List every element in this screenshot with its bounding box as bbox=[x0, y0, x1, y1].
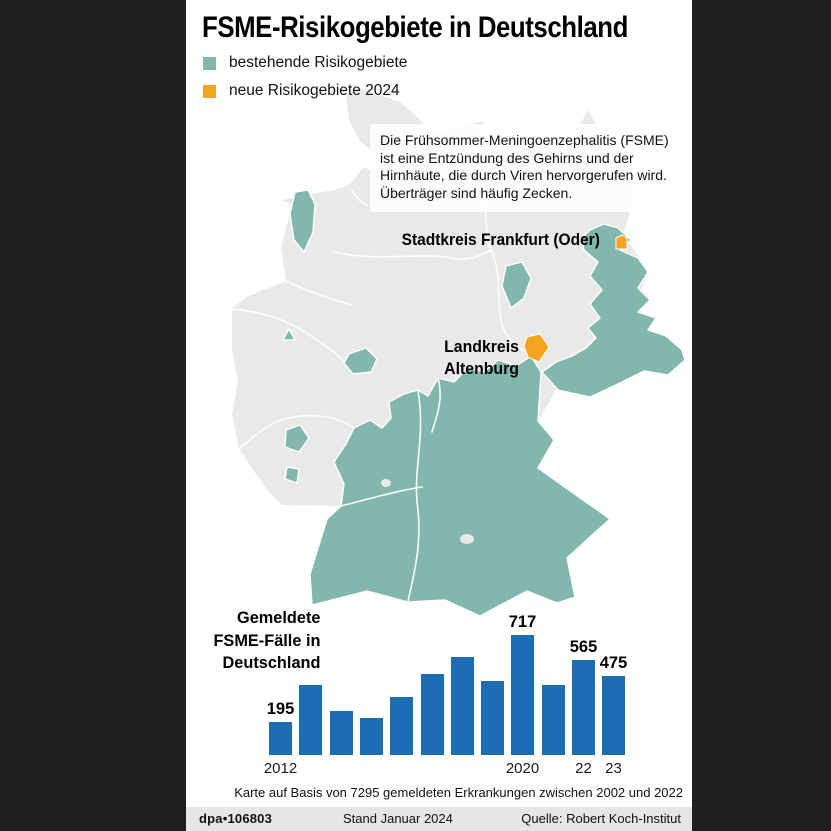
state-border-line bbox=[333, 249, 492, 260]
legend-item-new-2024: neue Risikogebiete 2024 bbox=[203, 82, 400, 99]
x-tick-label: 23 bbox=[605, 760, 622, 777]
bar-2014 bbox=[330, 711, 353, 755]
bar-value-label: 565 bbox=[569, 638, 598, 656]
new-risk-frankfurt-oder bbox=[615, 234, 628, 250]
legend-swatch-orange bbox=[203, 84, 216, 98]
bar-2015 bbox=[360, 718, 383, 755]
map-enclave bbox=[460, 534, 474, 544]
bottom-bar: dpa•106803 Stand Januar 2024 Quelle: Rob… bbox=[186, 807, 692, 831]
page-title: FSME-Risikogebiete in Deutschland bbox=[202, 11, 628, 44]
risk-region-nrw-dot bbox=[282, 328, 296, 341]
bar-2013 bbox=[299, 685, 322, 755]
bar-2020 bbox=[511, 635, 534, 755]
legend-swatch-teal bbox=[203, 56, 216, 70]
infographic-panel: FSME-Risikogebiete in Deutschland besteh… bbox=[186, 0, 692, 831]
info-box: Die Frühsommer-Meningoenzephalitis (FSME… bbox=[370, 124, 692, 213]
bar-2021 bbox=[542, 685, 565, 755]
source-credit: Quelle: Robert Koch-Institut bbox=[521, 811, 681, 826]
chart-title-line: Gemeldete bbox=[236, 608, 320, 627]
status-date: Stand Januar 2024 bbox=[343, 811, 453, 826]
chart-title-line: Deutschland bbox=[222, 653, 320, 672]
chart-note: Karte auf Basis von 7295 gemeldeten Erkr… bbox=[234, 785, 683, 800]
bar-2017 bbox=[421, 674, 444, 755]
bar-value-label: 195 bbox=[266, 700, 295, 718]
risk-region-emsland bbox=[289, 189, 316, 253]
legend-label: bestehende Risikogebiete bbox=[229, 54, 408, 71]
state-border-line bbox=[238, 414, 355, 450]
bar-2022 bbox=[572, 660, 595, 755]
bar-2016 bbox=[390, 697, 413, 755]
chart-title-line: FSME-Fälle in bbox=[212, 630, 320, 650]
state-border-line bbox=[351, 189, 369, 207]
chart-title: Gemeldete FSME-Fälle in Deutschland bbox=[213, 607, 320, 675]
map-enclave bbox=[381, 479, 391, 487]
germany-map bbox=[231, 88, 686, 617]
x-tick-label: 2012 bbox=[263, 760, 298, 777]
risk-region-south bbox=[309, 355, 611, 617]
risk-region-saar-dot bbox=[284, 466, 300, 484]
x-tick-label: 22 bbox=[575, 760, 592, 777]
bar-chart-bars: 195 2012 717 2020 565 22 475 23 bbox=[264, 613, 631, 777]
new-risk-altenburg bbox=[523, 333, 550, 363]
risk-region-wittenberg bbox=[501, 261, 532, 309]
map-label-altenburg: Landkreis Altenburg bbox=[444, 337, 519, 380]
state-border-line bbox=[490, 249, 532, 357]
legend-label: neue Risikogebiete 2024 bbox=[229, 82, 400, 99]
map-label-altenburg-line1: Landkreis bbox=[444, 338, 519, 356]
bar-2012 bbox=[269, 722, 292, 755]
x-tick-label: 2020 bbox=[505, 760, 540, 777]
map-label-frankfurt-oder: Stadtkreis Frankfurt (Oder) bbox=[401, 231, 600, 249]
dpa-brand: dpa•106803 bbox=[199, 811, 273, 826]
state-border-line bbox=[340, 486, 423, 507]
bar-value-label: 717 bbox=[508, 613, 537, 631]
state-border-line bbox=[231, 308, 345, 364]
bar-2018 bbox=[451, 657, 474, 755]
bar-value-label: 475 bbox=[599, 654, 628, 672]
risk-region-east bbox=[541, 223, 686, 398]
state-border-line bbox=[431, 377, 441, 433]
state-border-line bbox=[407, 389, 422, 603]
bar-2023 bbox=[602, 676, 625, 755]
legend-item-existing: bestehende Risikogebiete bbox=[203, 54, 408, 71]
map-label-altenburg-line2: Altenburg bbox=[444, 359, 519, 378]
bar-2019 bbox=[481, 681, 504, 755]
risk-region-birkenfeld bbox=[284, 424, 310, 453]
state-border-line bbox=[285, 280, 352, 306]
